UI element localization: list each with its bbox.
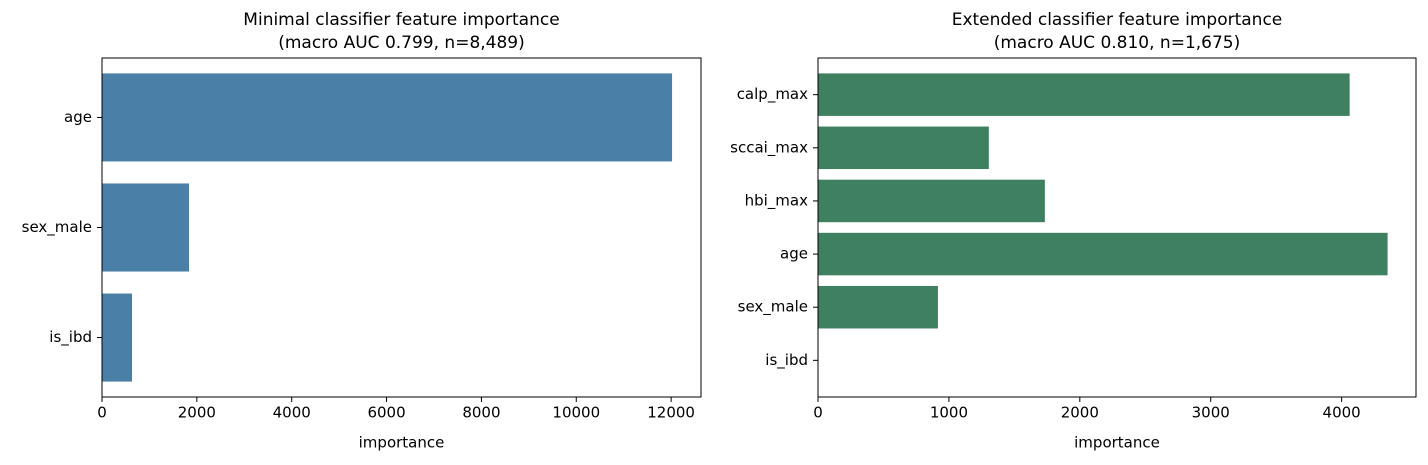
x-tick-label: 12000 [647, 404, 695, 422]
x-tick-label: 2000 [178, 404, 216, 422]
bar [818, 232, 1388, 276]
x-tick-label: 0 [813, 404, 823, 422]
chart-title: Minimal classifier feature importance [243, 10, 559, 30]
bar [818, 73, 1350, 116]
bar [818, 126, 989, 170]
y-tick-label: calp_max [737, 85, 808, 104]
y-tick-label: age [64, 108, 92, 126]
y-tick-label: hbi_max [745, 191, 808, 210]
x-tick-label: 10000 [552, 404, 600, 422]
bar [818, 179, 1045, 223]
x-tick-label: 4000 [1323, 404, 1361, 422]
x-tick-label: 2000 [1061, 404, 1099, 422]
chart-title: (macro AUC 0.810, n=1,675) [994, 33, 1241, 53]
y-tick-label: sex_male [738, 298, 808, 317]
x-axis-label: importance [359, 434, 445, 452]
x-tick-label: 3000 [1192, 404, 1230, 422]
y-tick-label: age [780, 245, 808, 263]
x-axis-label: importance [1074, 434, 1160, 452]
bar [102, 183, 190, 272]
plot-frame [817, 57, 1417, 398]
chart-title: Extended classifier feature importance [952, 10, 1283, 30]
x-tick-label: 0 [97, 404, 107, 422]
plot-frame [101, 57, 702, 398]
y-tick-label: is_ibd [49, 328, 92, 347]
y-tick-label: is_ibd [765, 351, 808, 370]
y-tick-label: sccai_max [730, 138, 808, 157]
y-tick-label: sex_male [22, 218, 92, 237]
bar [102, 293, 133, 382]
bar [818, 285, 938, 329]
x-tick-label: 8000 [462, 404, 500, 422]
bar [102, 73, 673, 162]
chart-title: (macro AUC 0.799, n=8,489) [278, 33, 525, 53]
x-tick-label: 6000 [367, 404, 405, 422]
x-tick-label: 1000 [930, 404, 968, 422]
x-tick-label: 4000 [273, 404, 311, 422]
